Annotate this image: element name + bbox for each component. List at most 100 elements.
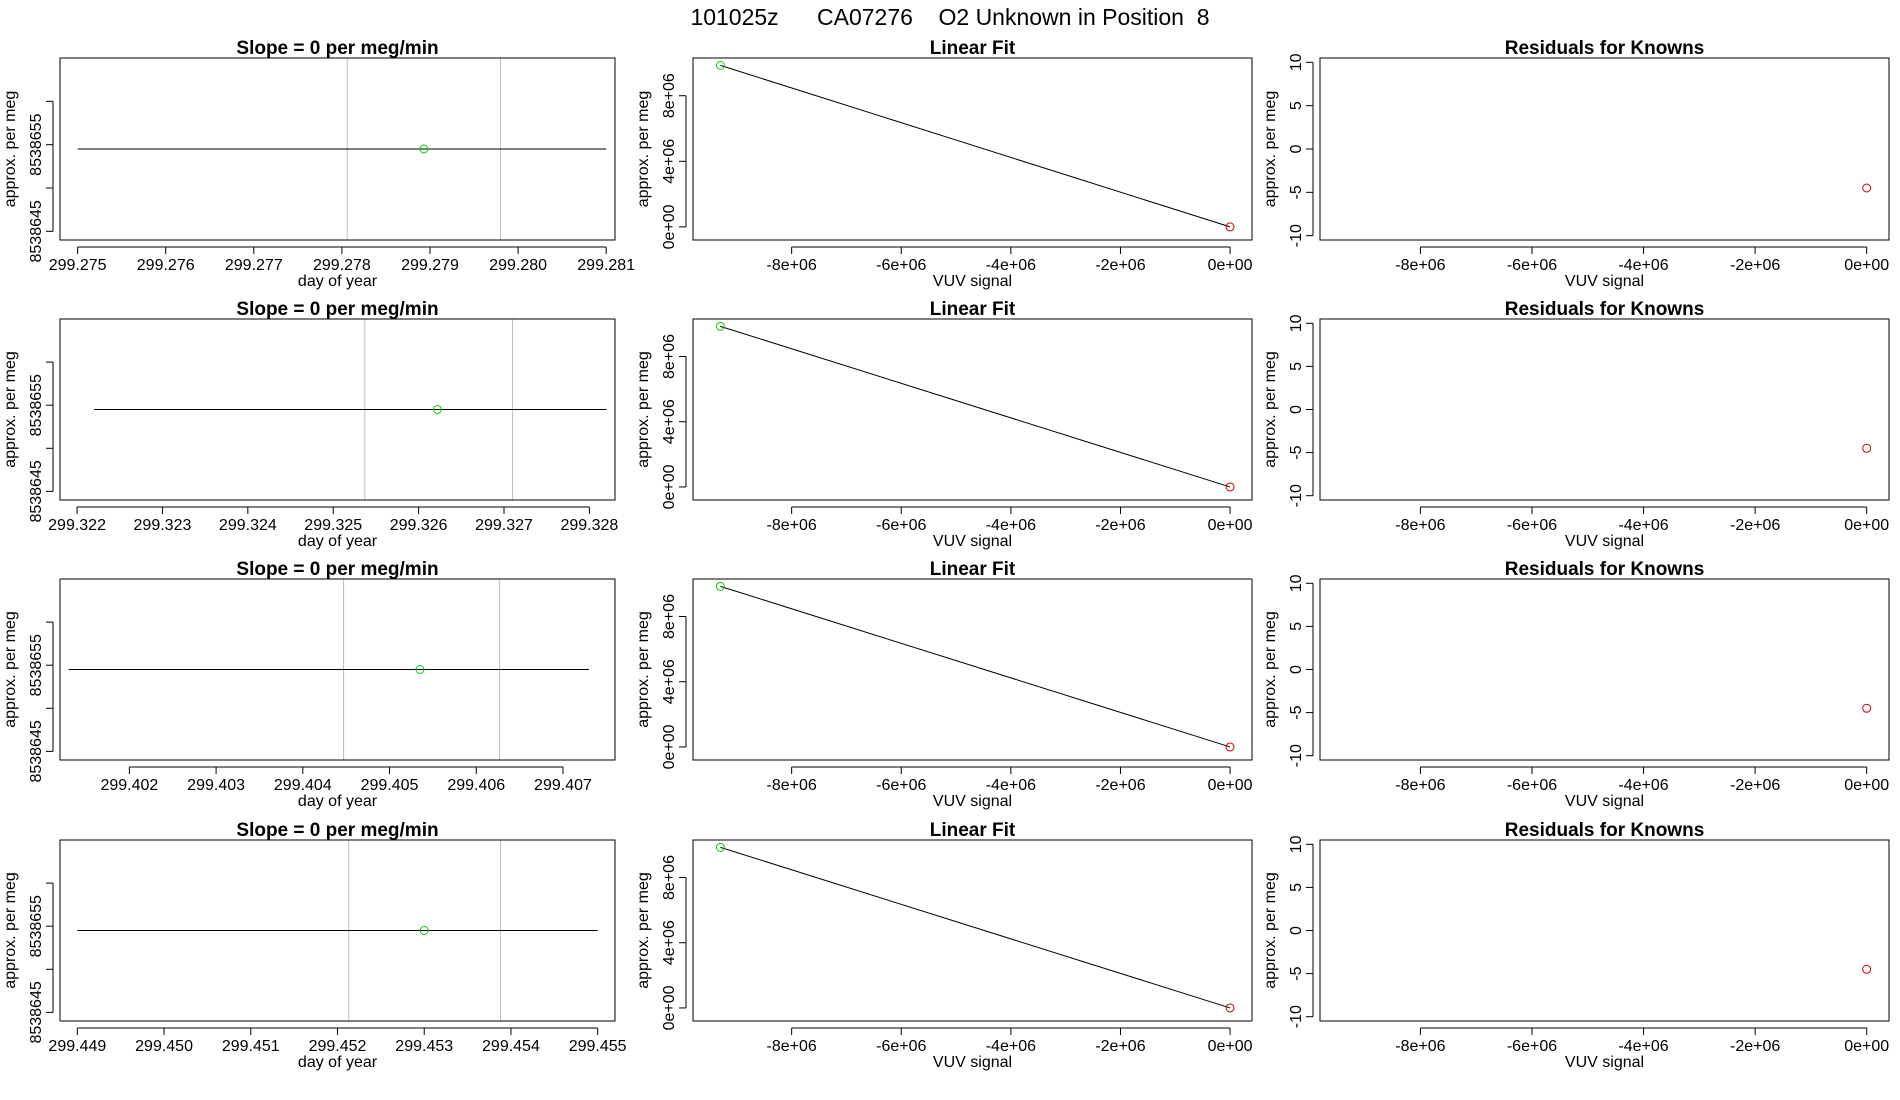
x-tick-label: -6e+06 <box>876 777 926 794</box>
x-tick-label: -4e+06 <box>986 517 1036 534</box>
panel-title: Residuals for Knowns <box>1505 38 1705 59</box>
x-tick-label: 299.406 <box>447 777 505 794</box>
x-tick-label: -6e+06 <box>876 517 926 534</box>
unknown-point <box>1862 443 1872 453</box>
known-point <box>419 926 429 935</box>
y-tick-label: 0e+00 <box>661 204 678 249</box>
x-tick-label: -2e+06 <box>1095 777 1145 794</box>
x-tick-label: 299.280 <box>489 257 547 274</box>
known-point <box>715 321 725 331</box>
known-point <box>419 144 429 154</box>
x-tick-label: -2e+06 <box>1095 257 1145 274</box>
y-tick-label: 8538645 <box>28 981 45 1043</box>
known-point <box>432 405 442 414</box>
residuals-panel-row-3: -8e+06 -6e+06 -4e+06 -2e+06 0e+00 -10 -5 0 5 10 Re… <box>1262 559 1890 810</box>
y-tick-label: 8538655 <box>28 374 45 436</box>
y-axis-label: approx. per meg <box>635 91 652 208</box>
y-axis-label: approx. per meg <box>2 872 19 989</box>
plot-frame <box>1319 839 1890 1022</box>
x-tick-label: 299.407 <box>534 777 592 794</box>
x-tick-label: 0e+00 <box>1844 257 1889 274</box>
x-tick-label: 299.451 <box>222 1038 280 1055</box>
y-tick-label: 8e+06 <box>661 334 678 379</box>
y-tick-label: 10 <box>1288 574 1305 592</box>
x-tick-label: -6e+06 <box>876 1038 926 1055</box>
x-tick-label: 299.322 <box>48 517 106 534</box>
y-tick-label: -10 <box>1288 484 1305 507</box>
x-axis-label: VUV signal <box>933 533 1012 550</box>
figure-title: 101025z CA07276 O2 Unknown in Position 8 <box>690 4 1209 30</box>
y-tick-label: 0 <box>1288 405 1305 414</box>
y-tick-label: 8538655 <box>28 634 45 696</box>
x-tick-label: 299.278 <box>313 257 371 274</box>
plot-frame <box>692 578 1253 761</box>
y-axis-label: approx. per meg <box>1262 872 1279 989</box>
y-tick-label: 10 <box>1288 53 1305 71</box>
y-axis-label: approx. per meg <box>635 351 652 468</box>
x-tick-label: 299.324 <box>219 517 277 534</box>
x-tick-label: 0e+00 <box>1208 517 1253 534</box>
x-tick-label: 299.277 <box>225 257 283 274</box>
x-tick-label: 299.326 <box>390 517 448 534</box>
x-tick-label: 299.454 <box>482 1038 540 1055</box>
x-tick-label: 0e+00 <box>1844 517 1889 534</box>
plot-frame <box>1319 578 1890 761</box>
fit-line <box>720 325 1231 488</box>
y-tick-label: 10 <box>1288 835 1305 853</box>
x-tick-label: -8e+06 <box>767 777 817 794</box>
x-tick-label: -2e+06 <box>1730 257 1780 274</box>
plot-frame <box>59 839 616 1022</box>
x-tick-label: -2e+06 <box>1730 517 1780 534</box>
time-panel-row-1: 299.275 299.276 299.277 299.278 299.279 299.2… <box>2 38 635 290</box>
x-tick-label: -4e+06 <box>1618 777 1668 794</box>
x-tick-label: 299.281 <box>577 257 635 274</box>
x-tick-label: -4e+06 <box>1618 517 1668 534</box>
known-point <box>715 581 725 591</box>
y-tick-label: 10 <box>1288 314 1305 332</box>
x-axis-label: VUV signal <box>933 273 1012 290</box>
y-axis-label: approx. per meg <box>1262 91 1279 208</box>
x-tick-label: -4e+06 <box>1618 1038 1668 1055</box>
x-tick-label: 0e+00 <box>1208 257 1253 274</box>
x-tick-label: -6e+06 <box>1507 257 1557 274</box>
y-tick-label: -10 <box>1288 224 1305 247</box>
x-tick-label: 299.453 <box>395 1038 453 1055</box>
x-tick-label: 299.405 <box>361 777 419 794</box>
y-tick-label: 5 <box>1288 101 1305 110</box>
x-axis-label: VUV signal <box>1565 793 1644 810</box>
x-tick-label: -8e+06 <box>1395 517 1445 534</box>
x-tick-label: 0e+00 <box>1844 1038 1889 1055</box>
y-tick-label: 8538655 <box>28 895 45 957</box>
y-tick-label: 5 <box>1288 362 1305 371</box>
x-tick-label: 299.452 <box>309 1038 367 1055</box>
x-axis-label: VUV signal <box>933 1054 1012 1071</box>
x-tick-label: -8e+06 <box>1395 257 1445 274</box>
x-tick-label: 0e+00 <box>1208 1038 1253 1055</box>
panel-title: Slope = 0 per meg/min <box>236 299 438 320</box>
fit-line <box>720 585 1231 748</box>
unknown-point <box>1862 703 1872 713</box>
x-axis-label: day of year <box>298 1054 378 1071</box>
y-tick-label: 4e+06 <box>661 139 678 184</box>
y-tick-label: -5 <box>1288 445 1305 459</box>
x-tick-label: -2e+06 <box>1095 517 1145 534</box>
x-tick-label: 299.279 <box>401 257 459 274</box>
y-axis-label: approx. per meg <box>1262 351 1279 468</box>
y-tick-label: 8e+06 <box>661 73 678 118</box>
y-axis-label: approx. per meg <box>2 351 19 468</box>
unknown-point <box>1862 964 1872 974</box>
x-tick-label: 0e+00 <box>1844 777 1889 794</box>
x-tick-label: -8e+06 <box>767 257 817 274</box>
y-tick-label: 0 <box>1288 665 1305 674</box>
panel-title: Linear Fit <box>930 38 1016 59</box>
x-tick-label: 299.404 <box>274 777 332 794</box>
y-axis-label: approx. per meg <box>635 611 652 728</box>
x-tick-label: 299.325 <box>304 517 362 534</box>
unknown-point <box>1225 222 1235 232</box>
known-point <box>715 60 725 70</box>
panel-title: Residuals for Knowns <box>1505 820 1705 841</box>
linear-panel-row-1: -8e+06 -6e+06 -4e+06 -2e+06 0e+00 0e+00 4e+06 8… <box>635 38 1253 290</box>
x-tick-label: 299.449 <box>48 1038 106 1055</box>
x-axis-label: VUV signal <box>1565 273 1644 290</box>
